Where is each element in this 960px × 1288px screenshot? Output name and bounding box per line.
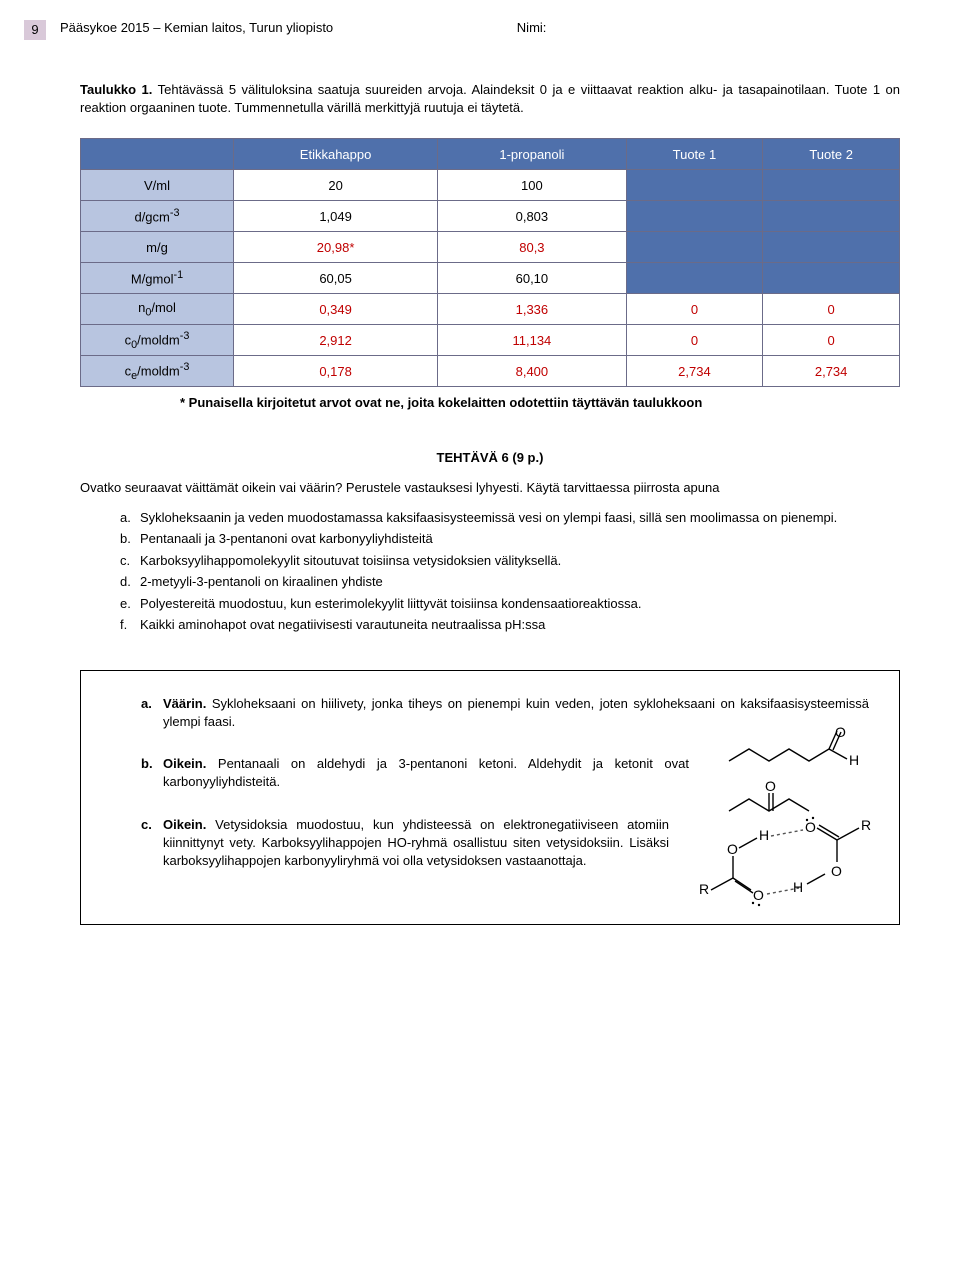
table-row: V/ml20100 (81, 170, 900, 201)
answer-a-verdict: Väärin. (163, 696, 206, 711)
table-cell: 2,912 (234, 325, 438, 356)
table-cell: 8,400 (438, 356, 626, 387)
table-header: Tuote 2 (763, 139, 900, 170)
task6-item: f. Kaikki aminohapot ovat negatiivisesti … (120, 616, 900, 634)
table-cell (763, 232, 900, 263)
table-row: n0/mol0,3491,33600 (81, 294, 900, 325)
task6-item: b. Pentanaali ja 3-pentanoni ovat karbony… (120, 530, 900, 548)
table-header: Tuote 1 (626, 139, 763, 170)
name-label: Nimi: (517, 20, 547, 35)
task6-item: d. 2-metyyli-3-pentanoli on kiraalinen yh… (120, 573, 900, 591)
table-cell: 0,803 (438, 201, 626, 232)
table-row-label: d/gcm-3 (81, 201, 234, 232)
table-cell (763, 263, 900, 294)
svg-text:O: O (727, 841, 738, 857)
table-footnote: * Punaisella kirjoitetut arvot ovat ne, … (180, 395, 900, 410)
table-row: m/g20,98*80,3 (81, 232, 900, 263)
list-marker: a. (120, 509, 131, 527)
answer-b: b. Oikein. Pentanaali on aldehydi ja 3-p… (141, 755, 869, 791)
table-cell (626, 232, 763, 263)
list-marker: d. (120, 573, 131, 591)
taulukko1-caption: Taulukko 1. Tehtävässä 5 välituloksina s… (80, 81, 900, 116)
table-cell: 1,049 (234, 201, 438, 232)
data-table: Etikkahappo 1-propanoli Tuote 1 Tuote 2 … (80, 138, 900, 387)
answers-box: a. Väärin. Sykloheksaani on hiilivety, j… (80, 670, 900, 925)
task6-item-text: Karboksyylihappomolekyylit sitoutuvat to… (140, 553, 561, 568)
structure-dimer-icon: R O O H O (693, 808, 883, 918)
table-cell: 11,134 (438, 325, 626, 356)
page: 9 Pääsykoe 2015 – Kemian laitos, Turun y… (0, 0, 960, 965)
svg-text:O: O (765, 778, 776, 794)
table-cell: 1,336 (438, 294, 626, 325)
task6-title: TEHTÄVÄ 6 (9 p.) (80, 450, 900, 465)
table-cell (626, 170, 763, 201)
table-cell: 0 (626, 325, 763, 356)
list-marker: b. (120, 530, 131, 548)
table-cell (763, 170, 900, 201)
table-header: 1-propanoli (438, 139, 626, 170)
table-row-label: n0/mol (81, 294, 234, 325)
table-cell: 0 (626, 294, 763, 325)
svg-text:H: H (793, 879, 803, 895)
page-number-badge: 9 (24, 20, 46, 40)
table-row-label: c0/moldm-3 (81, 325, 234, 356)
task6-item-text: Sykloheksaanin ja veden muodostamassa ka… (140, 510, 837, 525)
task6-item-text: Polyestereitä muodostuu, kun esterimolek… (140, 596, 641, 611)
table-cell: 0 (763, 294, 900, 325)
svg-text:O: O (835, 724, 846, 740)
svg-text:O: O (805, 819, 816, 835)
task6-item-text: Kaikki aminohapot ovat negatiivisesti va… (140, 617, 545, 632)
table-cell (626, 263, 763, 294)
answer-b-verdict: Oikein. (163, 756, 206, 771)
table-cell: 2,734 (626, 356, 763, 387)
task6-item-text: 2-metyyli-3-pentanoli on kiraalinen yhdi… (140, 574, 383, 589)
table-cell: 60,10 (438, 263, 626, 294)
table-row-label: V/ml (81, 170, 234, 201)
exam-header: Pääsykoe 2015 – Kemian laitos, Turun yli… (60, 20, 920, 35)
svg-text:R: R (699, 881, 709, 897)
svg-text:O: O (753, 887, 764, 903)
table-cell: 0,178 (234, 356, 438, 387)
svg-text:R: R (861, 817, 871, 833)
table-row-label: M/gmol-1 (81, 263, 234, 294)
list-marker: c. (120, 552, 130, 570)
table-cell: 0,349 (234, 294, 438, 325)
table-row: c0/moldm-32,91211,13400 (81, 325, 900, 356)
table-cell: 80,3 (438, 232, 626, 263)
table-cell: 20 (234, 170, 438, 201)
svg-text:H: H (849, 752, 859, 768)
svg-text:H: H (759, 827, 769, 843)
table-row-label: ce/moldm-3 (81, 356, 234, 387)
answer-c-verdict: Oikein. (163, 817, 206, 832)
table-cell (626, 201, 763, 232)
task6-item: e. Polyestereitä muodostuu, kun esterimol… (120, 595, 900, 613)
answer-c: c. Oikein. Vetysidoksia muodostuu, kun y… (141, 816, 869, 871)
exam-header-text: Pääsykoe 2015 – Kemian laitos, Turun yli… (60, 20, 333, 35)
table-row: ce/moldm-30,1788,4002,7342,734 (81, 356, 900, 387)
answer-b-text: Pentanaali on aldehydi ja 3-pentanoni ke… (163, 756, 689, 789)
taulukko1-title: Taulukko 1. (80, 82, 152, 97)
svg-text:O: O (831, 863, 842, 879)
list-marker: f. (120, 616, 127, 634)
task6-list: a. Sykloheksaanin ja veden muodostamassa … (80, 509, 900, 634)
table-cell (763, 201, 900, 232)
answer-c-text: Vetysidoksia muodostuu, kun yhdisteessä … (163, 817, 669, 868)
table-row: M/gmol-160,0560,10 (81, 263, 900, 294)
taulukko1-text: Tehtävässä 5 välituloksina saatuja suure… (80, 82, 900, 115)
table-cell: 0 (763, 325, 900, 356)
table-cell: 60,05 (234, 263, 438, 294)
task6-intro: Ovatko seuraavat väittämät oikein vai vä… (80, 479, 900, 497)
list-marker: e. (120, 595, 131, 613)
table-row-label: m/g (81, 232, 234, 263)
task6-item: c. Karboksyylihappomolekyylit sitoutuvat … (120, 552, 900, 570)
table-header: Etikkahappo (234, 139, 438, 170)
task6-item: a. Sykloheksaanin ja veden muodostamassa … (120, 509, 900, 527)
table-header-row: Etikkahappo 1-propanoli Tuote 1 Tuote 2 (81, 139, 900, 170)
table-cell: 100 (438, 170, 626, 201)
table-row: d/gcm-31,0490,803 (81, 201, 900, 232)
table-cell: 20,98* (234, 232, 438, 263)
task6-item-text: Pentanaali ja 3-pentanoni ovat karbonyyl… (140, 531, 433, 546)
table-cell: 2,734 (763, 356, 900, 387)
table-header-empty (81, 139, 234, 170)
